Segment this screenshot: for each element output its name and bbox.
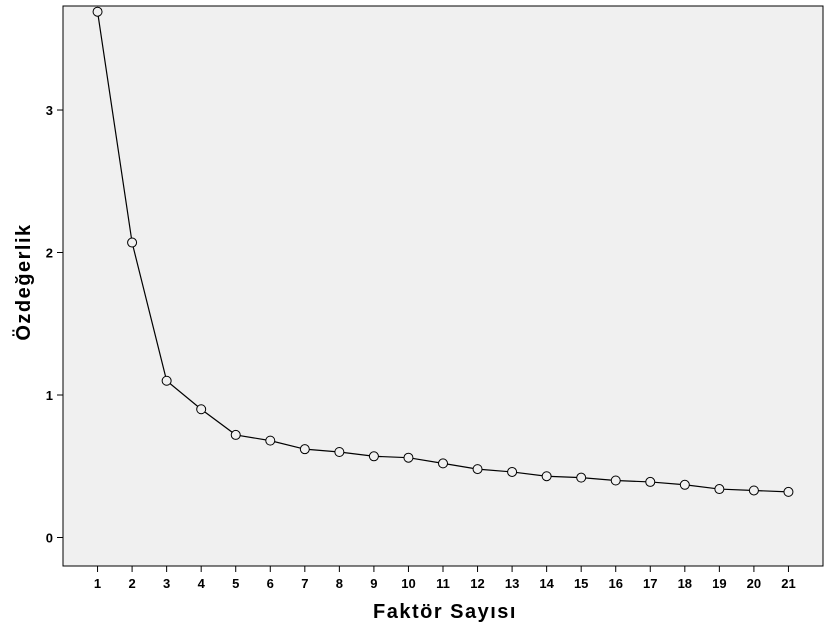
x-tick-label: 6 [267, 576, 274, 591]
data-point [299, 444, 310, 455]
x-tick-label: 9 [370, 576, 377, 591]
data-point [230, 429, 241, 440]
data-point [610, 475, 621, 486]
data-point [541, 471, 552, 482]
x-tick-label: 20 [747, 576, 761, 591]
x-tick-label: 10 [401, 576, 415, 591]
x-tick-label: 18 [678, 576, 692, 591]
x-tick-label: 12 [470, 576, 484, 591]
series-layer [92, 6, 794, 497]
x-tick-label: 16 [608, 576, 622, 591]
x-tick-label: 19 [712, 576, 726, 591]
x-tick-label: 17 [643, 576, 657, 591]
plot-area [62, 5, 824, 567]
data-point [196, 404, 207, 415]
data-point [472, 464, 483, 475]
y-tick-label: 1 [46, 388, 53, 403]
data-point [161, 375, 172, 386]
data-point [645, 476, 656, 487]
y-tick-label: 2 [46, 246, 53, 261]
x-tick-label: 11 [436, 576, 450, 591]
data-point [438, 458, 448, 469]
x-tick-label: 14 [539, 576, 554, 591]
x-tick-label: 1 [94, 576, 101, 591]
data-point [783, 486, 794, 497]
y-tick-label: 0 [46, 531, 53, 546]
x-tick-label: 5 [232, 576, 239, 591]
y-axis: 0 1 2 3 [46, 103, 63, 546]
y-axis-title: Özdeğerlik [12, 223, 35, 340]
x-tick-label: 7 [301, 576, 308, 591]
x-tick-label: 4 [198, 576, 206, 591]
data-point [507, 466, 518, 477]
data-point [265, 435, 276, 446]
data-point [127, 237, 138, 248]
data-point [714, 484, 725, 495]
data-point [679, 479, 690, 490]
data-point [334, 447, 345, 458]
x-tick-label: 2 [128, 576, 135, 591]
x-tick-label: 13 [505, 576, 519, 591]
x-tick-label: 8 [336, 576, 343, 591]
x-tick-label: 3 [163, 576, 170, 591]
data-point [368, 451, 379, 462]
data-point [576, 472, 587, 483]
data-point [92, 6, 103, 17]
data-point [748, 485, 759, 496]
x-tick-label: 15 [574, 576, 588, 591]
data-point [403, 452, 414, 463]
x-axis-title: Faktör Sayısı [373, 601, 517, 623]
y-tick-label: 3 [46, 103, 53, 118]
x-axis: 1 2 3 4 5 6 7 8 9 10 11 12 13 14 15 16 17 18 19 20 21 [94, 566, 796, 591]
x-tick-label: 21 [781, 576, 795, 591]
